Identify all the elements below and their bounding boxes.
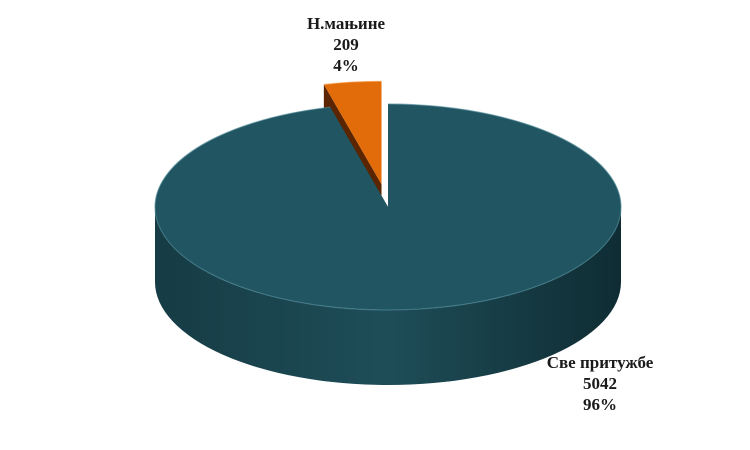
pie-slice-outer-wall bbox=[155, 207, 621, 385]
pie-slice-top bbox=[323, 81, 382, 185]
pie-slice-sve-prituzbe bbox=[154, 103, 622, 385]
data-label-percent: 4% bbox=[333, 56, 359, 75]
data-label-sve-prituzbe: Све притужбе 5042 96% bbox=[520, 352, 680, 415]
pie-slice-rim bbox=[154, 103, 622, 311]
data-label-percent: 96% bbox=[583, 395, 617, 414]
data-label-category: Н.мањине bbox=[306, 14, 386, 33]
pie-slice-top bbox=[154, 104, 621, 311]
data-label-value: 209 bbox=[333, 35, 359, 54]
data-label-value: 5042 bbox=[583, 374, 617, 393]
data-label-category: Све притужбе bbox=[546, 353, 654, 372]
data-label-n-manjine: Н.мањине 209 4% bbox=[276, 13, 416, 76]
pie-slice-rim bbox=[323, 80, 382, 86]
